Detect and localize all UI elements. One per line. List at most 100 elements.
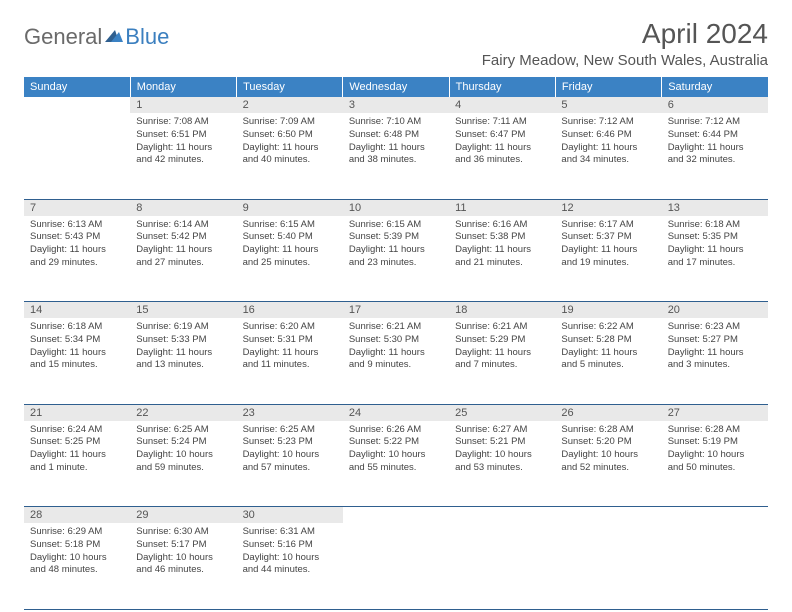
day-cell: Sunrise: 7:08 AMSunset: 6:51 PMDaylight:… (130, 113, 236, 199)
day-detail-line: Sunset: 6:46 PM (561, 129, 655, 142)
day-detail-line: Sunset: 6:48 PM (349, 129, 443, 142)
day-detail-line: Sunset: 5:17 PM (136, 539, 230, 552)
day-detail-line: Sunrise: 6:21 AM (455, 321, 549, 334)
day-detail-line: Sunrise: 7:08 AM (136, 116, 230, 129)
day-number (555, 507, 661, 524)
day-cell: Sunrise: 7:11 AMSunset: 6:47 PMDaylight:… (449, 113, 555, 199)
day-number (449, 507, 555, 524)
day-content-row: Sunrise: 6:18 AMSunset: 5:34 PMDaylight:… (24, 318, 768, 404)
day-detail-line: Sunrise: 6:13 AM (30, 219, 124, 232)
day-number: 23 (237, 404, 343, 421)
day-cell: Sunrise: 6:27 AMSunset: 5:21 PMDaylight:… (449, 421, 555, 507)
day-detail-line: Sunrise: 6:30 AM (136, 526, 230, 539)
day-detail-line: Sunset: 5:21 PM (455, 436, 549, 449)
month-title: April 2024 (482, 18, 768, 50)
day-detail-line: Sunset: 5:20 PM (561, 436, 655, 449)
day-detail-line: Sunset: 5:27 PM (668, 334, 762, 347)
day-number: 14 (24, 302, 130, 319)
day-cell: Sunrise: 6:17 AMSunset: 5:37 PMDaylight:… (555, 216, 661, 302)
day-cell: Sunrise: 6:14 AMSunset: 5:42 PMDaylight:… (130, 216, 236, 302)
weekday-header: Friday (555, 77, 661, 97)
logo-text-general: General (24, 24, 102, 50)
day-number-row: 282930 (24, 507, 768, 524)
day-number: 2 (237, 97, 343, 113)
day-cell: Sunrise: 6:21 AMSunset: 5:29 PMDaylight:… (449, 318, 555, 404)
day-detail-line: Sunrise: 7:09 AM (243, 116, 337, 129)
day-detail-line: Daylight: 11 hours and 23 minutes. (349, 244, 443, 270)
day-number: 7 (24, 199, 130, 216)
day-detail-line: Daylight: 11 hours and 25 minutes. (243, 244, 337, 270)
day-number: 10 (343, 199, 449, 216)
day-number: 15 (130, 302, 236, 319)
day-number: 6 (662, 97, 768, 113)
day-number (24, 97, 130, 113)
day-detail-line: Sunset: 5:19 PM (668, 436, 762, 449)
day-detail-line: Daylight: 11 hours and 13 minutes. (136, 347, 230, 373)
day-detail-line: Daylight: 11 hours and 9 minutes. (349, 347, 443, 373)
day-detail-line: Sunrise: 6:18 AM (30, 321, 124, 334)
logo-triangle-icon (105, 24, 123, 50)
day-number: 24 (343, 404, 449, 421)
day-number-row: 21222324252627 (24, 404, 768, 421)
day-detail-line: Sunrise: 6:27 AM (455, 424, 549, 437)
calendar-body: 123456Sunrise: 7:08 AMSunset: 6:51 PMDay… (24, 97, 768, 609)
day-number: 1 (130, 97, 236, 113)
day-detail-line: Daylight: 11 hours and 17 minutes. (668, 244, 762, 270)
day-detail-line: Daylight: 10 hours and 55 minutes. (349, 449, 443, 475)
day-cell (662, 523, 768, 609)
day-cell: Sunrise: 6:13 AMSunset: 5:43 PMDaylight:… (24, 216, 130, 302)
calendar-header: SundayMondayTuesdayWednesdayThursdayFrid… (24, 77, 768, 97)
day-number: 22 (130, 404, 236, 421)
day-detail-line: Sunset: 5:23 PM (243, 436, 337, 449)
day-number: 19 (555, 302, 661, 319)
day-detail-line: Daylight: 11 hours and 42 minutes. (136, 142, 230, 168)
day-detail-line: Sunrise: 7:10 AM (349, 116, 443, 129)
day-number-row: 78910111213 (24, 199, 768, 216)
day-detail-line: Sunrise: 6:18 AM (668, 219, 762, 232)
day-cell (555, 523, 661, 609)
day-cell: Sunrise: 6:21 AMSunset: 5:30 PMDaylight:… (343, 318, 449, 404)
day-detail-line: Sunset: 5:25 PM (30, 436, 124, 449)
day-detail-line: Sunrise: 6:15 AM (349, 219, 443, 232)
day-cell: Sunrise: 6:30 AMSunset: 5:17 PMDaylight:… (130, 523, 236, 609)
day-cell: Sunrise: 6:18 AMSunset: 5:34 PMDaylight:… (24, 318, 130, 404)
day-detail-line: Sunrise: 6:17 AM (561, 219, 655, 232)
day-detail-line: Sunset: 5:28 PM (561, 334, 655, 347)
day-number: 20 (662, 302, 768, 319)
day-detail-line: Daylight: 11 hours and 5 minutes. (561, 347, 655, 373)
calendar-table: SundayMondayTuesdayWednesdayThursdayFrid… (24, 77, 768, 610)
day-number: 4 (449, 97, 555, 113)
day-detail-line: Sunset: 6:50 PM (243, 129, 337, 142)
day-cell: Sunrise: 6:24 AMSunset: 5:25 PMDaylight:… (24, 421, 130, 507)
day-content-row: Sunrise: 6:13 AMSunset: 5:43 PMDaylight:… (24, 216, 768, 302)
day-detail-line: Daylight: 10 hours and 57 minutes. (243, 449, 337, 475)
day-detail-line: Daylight: 10 hours and 50 minutes. (668, 449, 762, 475)
day-cell: Sunrise: 6:31 AMSunset: 5:16 PMDaylight:… (237, 523, 343, 609)
day-cell: Sunrise: 6:23 AMSunset: 5:27 PMDaylight:… (662, 318, 768, 404)
day-detail-line: Sunrise: 6:31 AM (243, 526, 337, 539)
day-cell: Sunrise: 6:28 AMSunset: 5:20 PMDaylight:… (555, 421, 661, 507)
day-detail-line: Daylight: 11 hours and 34 minutes. (561, 142, 655, 168)
day-cell: Sunrise: 6:18 AMSunset: 5:35 PMDaylight:… (662, 216, 768, 302)
day-detail-line: Sunset: 5:30 PM (349, 334, 443, 347)
day-number: 11 (449, 199, 555, 216)
logo-text-blue: Blue (125, 24, 169, 50)
day-cell: Sunrise: 6:15 AMSunset: 5:39 PMDaylight:… (343, 216, 449, 302)
day-cell: Sunrise: 6:29 AMSunset: 5:18 PMDaylight:… (24, 523, 130, 609)
day-number: 12 (555, 199, 661, 216)
day-detail-line: Daylight: 11 hours and 1 minute. (30, 449, 124, 475)
day-detail-line: Daylight: 10 hours and 52 minutes. (561, 449, 655, 475)
day-detail-line: Sunrise: 6:15 AM (243, 219, 337, 232)
day-number: 5 (555, 97, 661, 113)
day-detail-line: Sunset: 5:42 PM (136, 231, 230, 244)
weekday-header: Monday (130, 77, 236, 97)
day-number-row: 123456 (24, 97, 768, 113)
day-detail-line: Sunset: 5:40 PM (243, 231, 337, 244)
day-content-row: Sunrise: 6:24 AMSunset: 5:25 PMDaylight:… (24, 421, 768, 507)
day-detail-line: Sunrise: 6:25 AM (136, 424, 230, 437)
day-cell: Sunrise: 6:25 AMSunset: 5:24 PMDaylight:… (130, 421, 236, 507)
day-number (343, 507, 449, 524)
day-number: 27 (662, 404, 768, 421)
day-detail-line: Sunrise: 7:12 AM (561, 116, 655, 129)
day-number: 28 (24, 507, 130, 524)
